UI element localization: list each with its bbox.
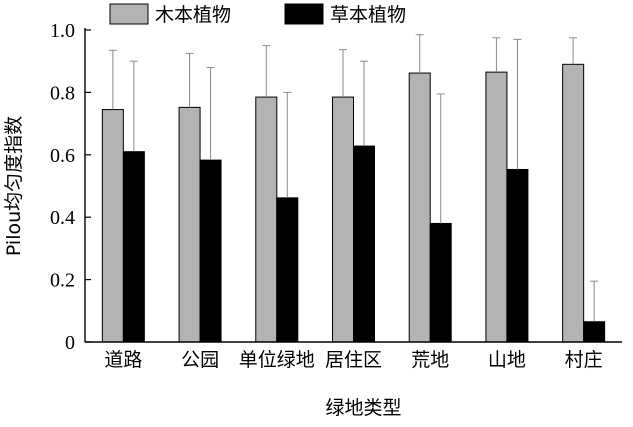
y-axis-title: Pilou均匀度指数: [3, 116, 25, 256]
bar-woody-3: [332, 96, 354, 343]
y-tick-label-5: 1.0: [50, 20, 75, 42]
legend-swatch-1: [284, 3, 324, 25]
x-tick-label-4: 荒地: [411, 349, 449, 371]
bar-herb-2: [276, 197, 299, 343]
bar-herb-0: [122, 151, 145, 343]
bar-herb-1: [199, 159, 222, 343]
legend: 木本植物 草本植物: [109, 3, 406, 26]
bar-herb-4: [429, 222, 452, 343]
x-labels: 道路 公园 单位绿地 居住区 荒地 山地 村庄: [104, 349, 602, 371]
bar-herb-6: [583, 321, 606, 343]
x-tick-label-0: 道路: [104, 349, 142, 371]
bar-woody-2: [255, 96, 278, 343]
legend-label-1: 草本植物: [330, 4, 406, 26]
error-bars: [108, 34, 599, 322]
bar-woody-4: [408, 72, 431, 343]
x-tick-label-1: 公园: [181, 349, 219, 371]
y-ticks: 0 0.2 0.4 0.6 0.8 1.0: [50, 20, 91, 354]
y-tick-label-0: 0: [65, 332, 75, 354]
bar-woody-1: [178, 106, 201, 343]
bar-woody-0: [101, 109, 124, 343]
x-axis-title: 绿地类型: [325, 397, 401, 419]
x-tick-label-3: 居住区: [325, 349, 382, 371]
x-tick-label-2: 单位绿地: [239, 349, 315, 371]
legend-label-0: 木本植物: [155, 4, 231, 26]
bars: [101, 63, 606, 343]
x-tick-label-6: 村庄: [565, 349, 603, 371]
y-tick-label-4: 0.8: [50, 82, 75, 104]
bar-woody-6: [562, 63, 585, 343]
y-tick-label-1: 0.2: [50, 270, 75, 292]
legend-swatch-0: [109, 3, 149, 25]
axes: [84, 28, 622, 343]
y-tick-label-2: 0.4: [50, 207, 75, 229]
bar-herb-5: [506, 168, 529, 343]
y-tick-label-3: 0.6: [50, 145, 75, 167]
bar-herb-3: [353, 145, 375, 343]
bar-woody-5: [485, 71, 508, 343]
x-tick-label-5: 山地: [488, 349, 526, 371]
